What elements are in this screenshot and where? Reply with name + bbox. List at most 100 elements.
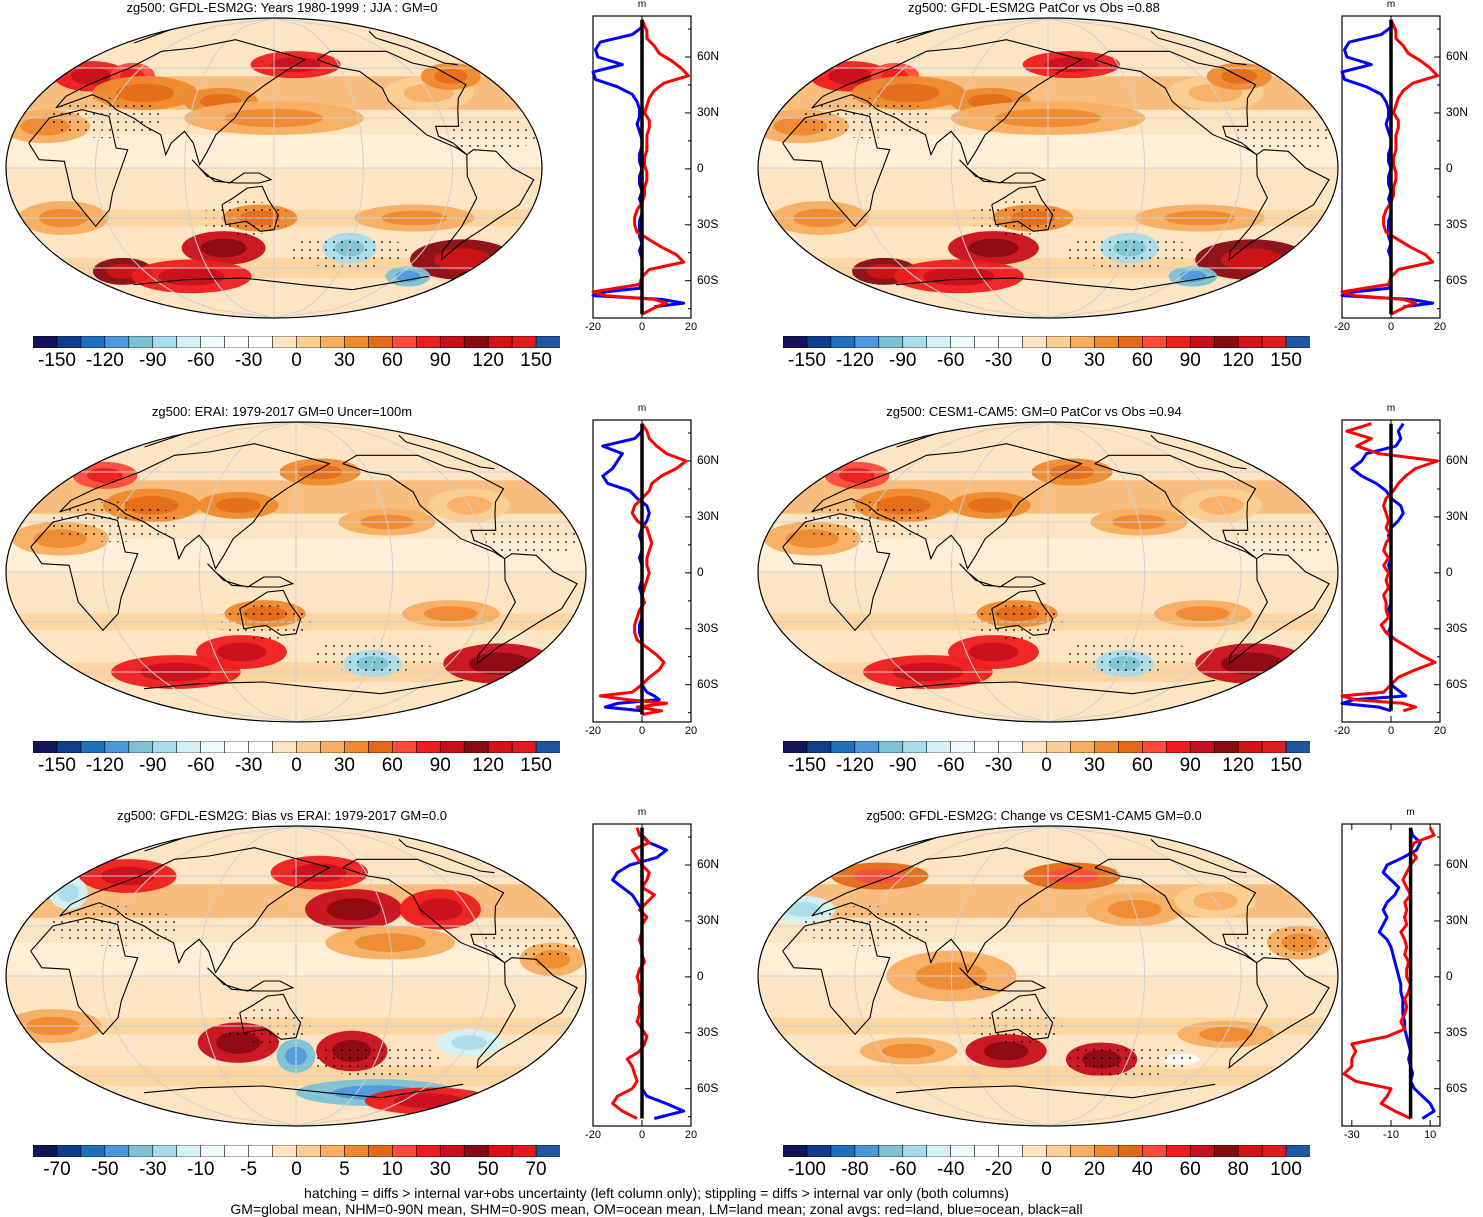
coastline	[476, 553, 578, 665]
colorbar-label: 120	[1222, 755, 1254, 776]
map-stippling	[1234, 521, 1333, 556]
colorbar-swatch	[80, 336, 106, 348]
colorbar-swatch	[950, 1145, 976, 1157]
colorbar-label: 0	[1041, 1159, 1052, 1180]
zonal-unit: m	[637, 0, 647, 10]
zonal-lat-label: 30N	[697, 104, 720, 119]
zonal-line-land	[611, 827, 656, 1120]
colorbar-swatch	[33, 1145, 58, 1157]
colorbar-swatch	[1094, 336, 1119, 348]
coastline	[811, 443, 1083, 570]
colorbar-label: -60	[936, 755, 965, 776]
colorbar-label: 60	[1179, 1159, 1201, 1180]
colorbar-swatch	[511, 741, 537, 753]
zonal-lat-label: 60N	[1446, 49, 1469, 63]
colorbar-label: -40	[936, 1159, 965, 1180]
world-map	[757, 421, 1339, 723]
colorbar-swatch	[128, 1145, 154, 1157]
zonal-lat-label: 30S	[697, 620, 719, 635]
map-anomaly-core	[418, 898, 463, 921]
colorbar-label: -30	[234, 350, 263, 371]
colorbar-swatch	[1046, 741, 1072, 753]
colorbar-swatch	[1022, 741, 1048, 753]
coastline	[1094, 454, 1257, 560]
colorbar-label: -90	[889, 755, 917, 776]
zonal-xlabel: 0	[1387, 321, 1395, 333]
colorbar-swatch	[487, 336, 513, 348]
colorbar-swatch	[439, 1145, 465, 1157]
zonal-unit: m	[637, 403, 647, 414]
map-meridian	[1047, 826, 1242, 1126]
colorbar-swatch	[926, 336, 952, 348]
colorbar-swatch	[176, 336, 202, 348]
map-border	[757, 17, 1339, 319]
zonal-xlabel: 20	[684, 1129, 698, 1141]
map-meridian	[184, 18, 275, 318]
colorbar-swatch	[1142, 336, 1167, 348]
map-stippling	[446, 117, 537, 152]
colorbar-swatch	[974, 336, 1000, 348]
zonal-lat-label: 30S	[697, 1024, 719, 1039]
map-anomaly-core	[158, 267, 225, 286]
map-stippling	[482, 521, 581, 556]
map-border	[5, 17, 543, 319]
colorbar-swatch	[998, 741, 1024, 753]
colorbar-label: 5	[339, 1159, 350, 1180]
colorbar-swatch	[1118, 1145, 1143, 1157]
zonal-xlabel: -10	[1383, 1129, 1399, 1141]
colorbar-swatch	[1213, 336, 1239, 348]
coastline	[440, 149, 535, 262]
coastline	[991, 589, 1054, 636]
colorbar-label: 120	[1222, 350, 1254, 371]
colorbar-swatch	[487, 1145, 513, 1157]
zonal-lat-label: 0	[697, 160, 704, 175]
zonal-unit: m	[637, 807, 647, 818]
colorbar-label: 0	[291, 1159, 302, 1180]
colorbar-swatch	[902, 741, 928, 753]
map-meridian	[1047, 422, 1242, 722]
coastline	[991, 993, 1054, 1040]
colorbar	[33, 741, 560, 753]
colorbar-swatch	[926, 741, 952, 753]
zonal-lat-label: 30N	[697, 508, 720, 523]
coastline	[1228, 957, 1330, 1069]
map-anomaly-core	[116, 83, 174, 103]
map-anomaly-core	[968, 238, 1019, 258]
colorbar-swatch	[33, 741, 58, 753]
colorbar-label: 150	[1270, 350, 1302, 371]
zonal-lat-label: 30N	[1446, 912, 1469, 927]
zonal-lat-label: 0	[1446, 160, 1453, 175]
colorbar-label: 30	[333, 755, 355, 776]
colorbar-label: 120	[472, 350, 504, 371]
zonal-xlabel: 10	[1424, 1129, 1437, 1141]
world-map	[757, 825, 1339, 1127]
colorbar-swatch	[926, 1145, 952, 1157]
colorbar-swatch	[80, 741, 106, 753]
colorbar-swatch	[1189, 336, 1215, 348]
zonal-xlabel: 0	[638, 321, 646, 333]
colorbar-swatch	[1142, 741, 1167, 753]
zonal-unit: m	[1406, 807, 1415, 818]
colorbar-swatch	[878, 741, 904, 753]
colorbar-swatch	[56, 1145, 82, 1157]
zonal-line-ocean	[601, 430, 661, 713]
colorbar-swatch	[80, 1145, 106, 1157]
colorbar-swatch	[806, 336, 832, 348]
colorbar-label: -90	[889, 350, 917, 371]
zonal-line-land	[1342, 827, 1436, 1120]
coastline	[896, 29, 1247, 66]
colorbar-swatch	[878, 336, 904, 348]
world-map	[5, 825, 587, 1127]
colorbar-swatch	[950, 336, 976, 348]
zonal-lat-label: 30S	[1446, 620, 1468, 635]
panel-title: zg500: GFDL-ESM2G PatCor vs Obs =0.88	[908, 0, 1160, 15]
zonal-mean-plot	[1340, 15, 1441, 319]
colorbar-label: -10	[186, 1159, 215, 1180]
map-border	[757, 421, 1339, 723]
map-anomaly-core	[881, 1043, 936, 1059]
colorbar-swatch	[320, 336, 346, 348]
colorbar-label: -90	[139, 755, 167, 776]
colorbar-swatch	[1285, 336, 1310, 348]
coastline	[1228, 149, 1330, 261]
zonal-lat-label: 30S	[1446, 1024, 1468, 1039]
